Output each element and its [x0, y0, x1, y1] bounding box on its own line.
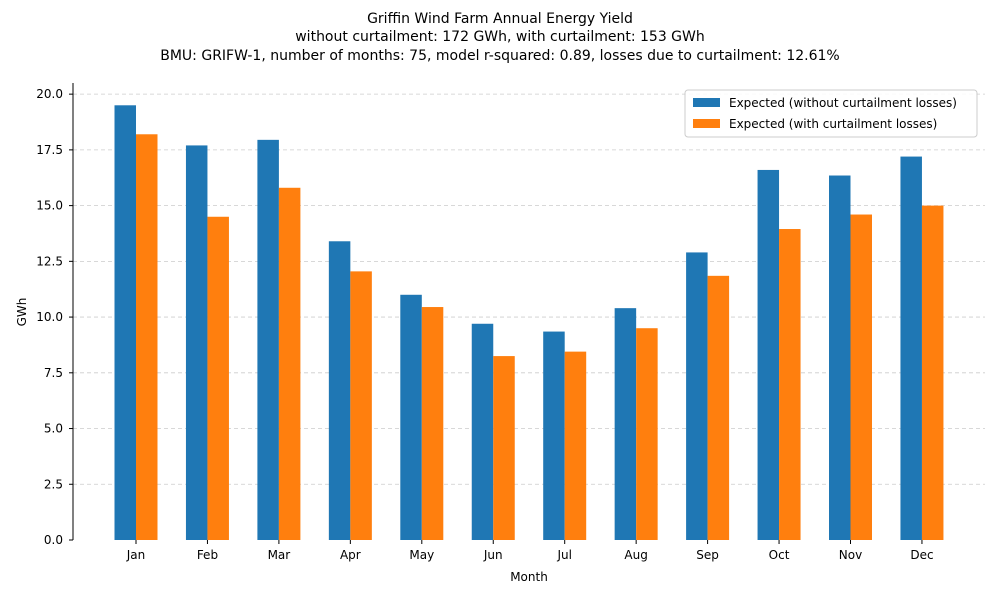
x-tick-label: Apr — [340, 548, 361, 562]
x-tick-label: Oct — [769, 548, 790, 562]
x-tick-label: Nov — [839, 548, 862, 562]
bar-with-curtailment — [636, 328, 658, 540]
legend-swatch — [693, 98, 720, 107]
bar-without-curtailment — [900, 156, 922, 540]
x-tick-label: Jan — [126, 548, 146, 562]
y-tick-label: 2.5 — [44, 477, 63, 491]
x-tick-label: Jul — [556, 548, 571, 562]
x-tick-label: May — [409, 548, 434, 562]
y-tick-label: 20.0 — [36, 87, 63, 101]
bar-with-curtailment — [707, 275, 730, 540]
bars — [114, 105, 944, 541]
legend-swatch — [693, 119, 720, 128]
bar-without-curtailment — [328, 241, 351, 540]
x-tick-label: Jun — [483, 548, 503, 562]
bar-with-curtailment — [564, 351, 587, 540]
y-tick-labels: 0.0 2.5 5.0 7.5 10.0 12.5 15.0 17.5 20.0 — [36, 87, 63, 547]
y-tick-label: 17.5 — [36, 143, 63, 157]
bar-with-curtailment — [421, 307, 444, 540]
bar-with-curtailment — [779, 229, 801, 540]
bar-with-curtailment — [278, 187, 301, 540]
y-tick-label: 7.5 — [44, 366, 63, 380]
x-tick-labels: Jan Feb Mar Apr May Jun Jul Aug Sep Oct Nov Dec — [126, 548, 934, 562]
chart-title-line-1: Griffin Wind Farm Annual Energy Yield — [367, 11, 633, 27]
legend-label: Expected (without curtailment losses) — [729, 96, 957, 110]
bar-with-curtailment — [350, 271, 372, 540]
bar-without-curtailment — [543, 331, 565, 540]
bar-with-curtailment — [207, 216, 229, 540]
y-tick-label: 5.0 — [44, 422, 63, 436]
bar-without-curtailment — [114, 105, 136, 540]
x-tick-label: Aug — [624, 548, 647, 562]
bar-without-curtailment — [829, 175, 851, 540]
chart-title-line-2: without curtailment: 172 GWh, with curta… — [295, 29, 705, 45]
bar-without-curtailment — [686, 252, 708, 541]
y-tick-label: 12.5 — [36, 254, 63, 268]
y-tick-label: 15.0 — [36, 199, 63, 213]
legend: Expected (without curtailment losses) Exp… — [684, 89, 978, 138]
bar-without-curtailment — [400, 294, 422, 540]
bar-without-curtailment — [257, 139, 279, 540]
legend-frame — [684, 89, 978, 138]
bar-without-curtailment — [757, 169, 780, 540]
x-tick-label: Dec — [910, 548, 933, 562]
bar-without-curtailment — [471, 323, 494, 540]
bar-with-curtailment — [921, 205, 944, 541]
bar-without-curtailment — [614, 308, 637, 540]
bar-with-curtailment — [136, 134, 158, 540]
chart-title: Griffin Wind Farm Annual Energy Yield wi… — [160, 11, 839, 64]
legend-label: Expected (with curtailment losses) — [729, 117, 937, 131]
y-tick-label: 0.0 — [44, 533, 63, 547]
axes — [69, 83, 923, 544]
chart-title-line-3: BMU: GRIFW-1, number of months: 75, mode… — [160, 48, 839, 64]
x-tick-label: Sep — [696, 548, 719, 562]
x-tick-label: Mar — [268, 548, 291, 562]
bar-with-curtailment — [493, 356, 515, 540]
x-tick-label: Feb — [197, 548, 218, 562]
y-axis-label: GWh — [15, 298, 29, 327]
x-axis-label: Month — [510, 570, 548, 584]
bar-without-curtailment — [185, 145, 208, 541]
y-tick-label: 10.0 — [36, 310, 63, 324]
bar-with-curtailment — [850, 214, 872, 540]
